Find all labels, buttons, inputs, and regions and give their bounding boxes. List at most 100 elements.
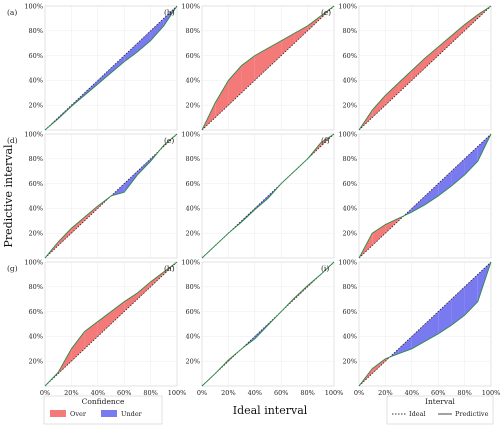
over-region	[294, 25, 308, 44]
y-tick-label: 20%	[29, 230, 43, 238]
over-region	[464, 14, 478, 31]
predictive-line	[44, 261, 178, 387]
x-tick-label: 0%	[40, 389, 50, 397]
under-swatch	[101, 410, 117, 417]
y-tick-label: 40%	[343, 205, 357, 213]
y-tick-label: 60%	[343, 308, 357, 316]
under-region	[425, 183, 439, 205]
x-tick-label: 0%	[354, 389, 364, 397]
predictive-line	[358, 5, 492, 131]
x-axis-title: Ideal interval	[233, 404, 308, 417]
y-tick-label: 100%	[181, 258, 200, 266]
y-tick-label: 100%	[338, 258, 357, 266]
y-tick-label: 20%	[186, 102, 200, 110]
over-region	[372, 358, 386, 374]
y-tick-label: 40%	[29, 77, 43, 85]
over-region	[385, 218, 399, 234]
panel-g: (g) 20% 40% 60% 80% 100% 0% 20% 40% 60% 80% 100%	[7, 258, 186, 397]
panel-a: (a) 20% 40% 60% 80% 100%	[7, 2, 178, 131]
interval-legend-frame	[386, 395, 494, 425]
x-tick-label: 60%	[431, 389, 445, 397]
over-region	[241, 55, 255, 93]
y-tick-label: 100%	[24, 130, 43, 138]
panel-d: (d) 20% 40% 60% 80% 100%	[7, 130, 178, 259]
y-tick-label: 60%	[186, 308, 200, 316]
under-region	[438, 299, 452, 334]
y-tick-label: 80%	[186, 27, 200, 35]
over-region	[451, 24, 465, 44]
under-region	[97, 68, 111, 85]
y-tick-label: 100%	[24, 2, 43, 10]
over-region	[58, 228, 72, 246]
over-region	[268, 40, 282, 68]
panel-grid: (a)20%40%60%80%100%(b)20%40%60%80%100%(c…	[7, 2, 500, 397]
over-region	[71, 217, 85, 234]
predictive-line	[358, 261, 492, 387]
y-tick-label: 80%	[186, 283, 200, 291]
over-region	[425, 46, 439, 68]
over-region	[411, 58, 425, 81]
y-tick-label: 80%	[29, 283, 43, 291]
panel-i: (i) 20% 40% 60% 80% 100% 0% 20% 40% 60% 80% 100%	[321, 258, 500, 397]
y-tick-label: 40%	[186, 333, 200, 341]
y-tick-label: 60%	[29, 308, 43, 316]
panel-e: (e) 20% 40% 60% 80% 100%	[164, 130, 335, 259]
confidence-legend-title: Confidence	[82, 397, 125, 406]
y-tick-label: 40%	[186, 205, 200, 213]
under-region	[71, 92, 85, 107]
y-tick-label: 20%	[29, 358, 43, 366]
x-tick-label: 100%	[482, 389, 500, 397]
under-region	[398, 336, 412, 354]
under-region	[254, 196, 268, 210]
x-tick-label: 20%	[378, 389, 392, 397]
over-region	[97, 311, 111, 337]
over-region	[307, 15, 321, 31]
y-tick-label: 20%	[186, 230, 200, 238]
y-tick-label: 60%	[343, 52, 357, 60]
ideal-line	[44, 5, 178, 131]
y-tick-label: 80%	[343, 155, 357, 163]
over-region	[84, 205, 98, 221]
x-tick-label: 40%	[91, 389, 105, 397]
y-tick-label: 100%	[181, 130, 200, 138]
over-region	[84, 321, 98, 349]
ideal-line	[201, 5, 335, 131]
predictive-line	[358, 133, 492, 259]
y-tick-label: 20%	[343, 102, 357, 110]
y-tick-label: 40%	[343, 333, 357, 341]
panel-label: (g)	[7, 264, 18, 273]
y-axis-title: Predictive interval	[2, 144, 15, 248]
x-tick-label: 80%	[143, 389, 157, 397]
panel-b: (b) 20% 40% 60% 80% 100%	[164, 2, 335, 131]
y-tick-label: 100%	[338, 130, 357, 138]
y-tick-label: 100%	[338, 2, 357, 10]
y-tick-label: 20%	[186, 358, 200, 366]
y-tick-label: 60%	[29, 52, 43, 60]
predictive-line	[201, 5, 335, 131]
panel-label: (h)	[164, 264, 175, 273]
over-region	[438, 35, 452, 56]
y-tick-label: 80%	[343, 283, 357, 291]
ideal-line	[44, 261, 178, 387]
x-tick-label: 20%	[64, 389, 78, 397]
over-region	[111, 301, 125, 324]
over-region	[163, 262, 177, 275]
y-tick-label: 40%	[186, 77, 200, 85]
y-tick-label: 20%	[29, 102, 43, 110]
predictive-line	[44, 5, 178, 131]
y-tick-label: 60%	[29, 180, 43, 188]
x-tick-label: 60%	[117, 389, 131, 397]
predictive-line	[44, 133, 178, 259]
under-region	[111, 55, 125, 73]
interval-legend: Interval Ideal Predictive	[386, 395, 494, 425]
y-tick-label: 80%	[343, 27, 357, 35]
under-region	[124, 171, 138, 193]
y-tick-label: 80%	[186, 155, 200, 163]
panel-f: (f) 20% 40% 60% 80% 100%	[321, 130, 492, 259]
over-label: Over	[70, 410, 87, 418]
panel-c: (c) 20% 40% 60% 80% 100%	[321, 2, 492, 131]
predictive-line	[201, 133, 335, 259]
panel-label: (a)	[7, 8, 17, 17]
panel-label: (f)	[321, 136, 330, 145]
